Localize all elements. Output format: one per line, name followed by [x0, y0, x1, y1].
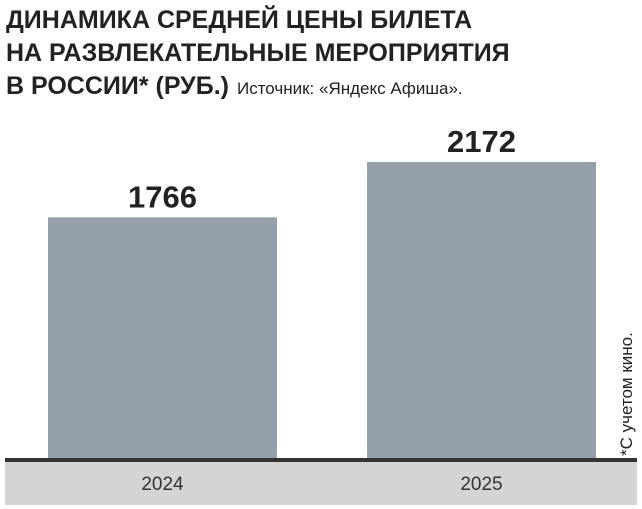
- x-tick-label: 2025: [460, 474, 502, 495]
- chart-title: ДИНАМИКА СРЕДНЕЙ ЦЕНЫ БИЛЕТА: [6, 6, 473, 34]
- bar: [367, 162, 596, 458]
- source: Источник: «Яндекс Афиша».: [236, 79, 463, 98]
- title-line: В РОССИИ* (РУБ.) Источник: «Яндекс Афиша»…: [6, 70, 510, 105]
- baseline: [5, 458, 637, 462]
- x-tick-label: 2024: [141, 474, 184, 495]
- footnote: *С учетом кино.: [617, 332, 636, 456]
- chart-title: НА РАЗВЛЕКАТЕЛЬНЫЕ МЕРОПРИЯТИЯ: [6, 39, 510, 67]
- title-block: ДИНАМИКА СРЕДНЕЙ ЦЕНЫ БИЛЕТА НА РАЗВЛЕКА…: [6, 4, 510, 105]
- axis-band: [5, 462, 637, 505]
- value-label: 1766: [128, 179, 197, 214]
- chart-title: В РОССИИ* (РУБ.): [6, 72, 229, 100]
- value-label: 2172: [447, 124, 516, 159]
- bar: [48, 217, 277, 458]
